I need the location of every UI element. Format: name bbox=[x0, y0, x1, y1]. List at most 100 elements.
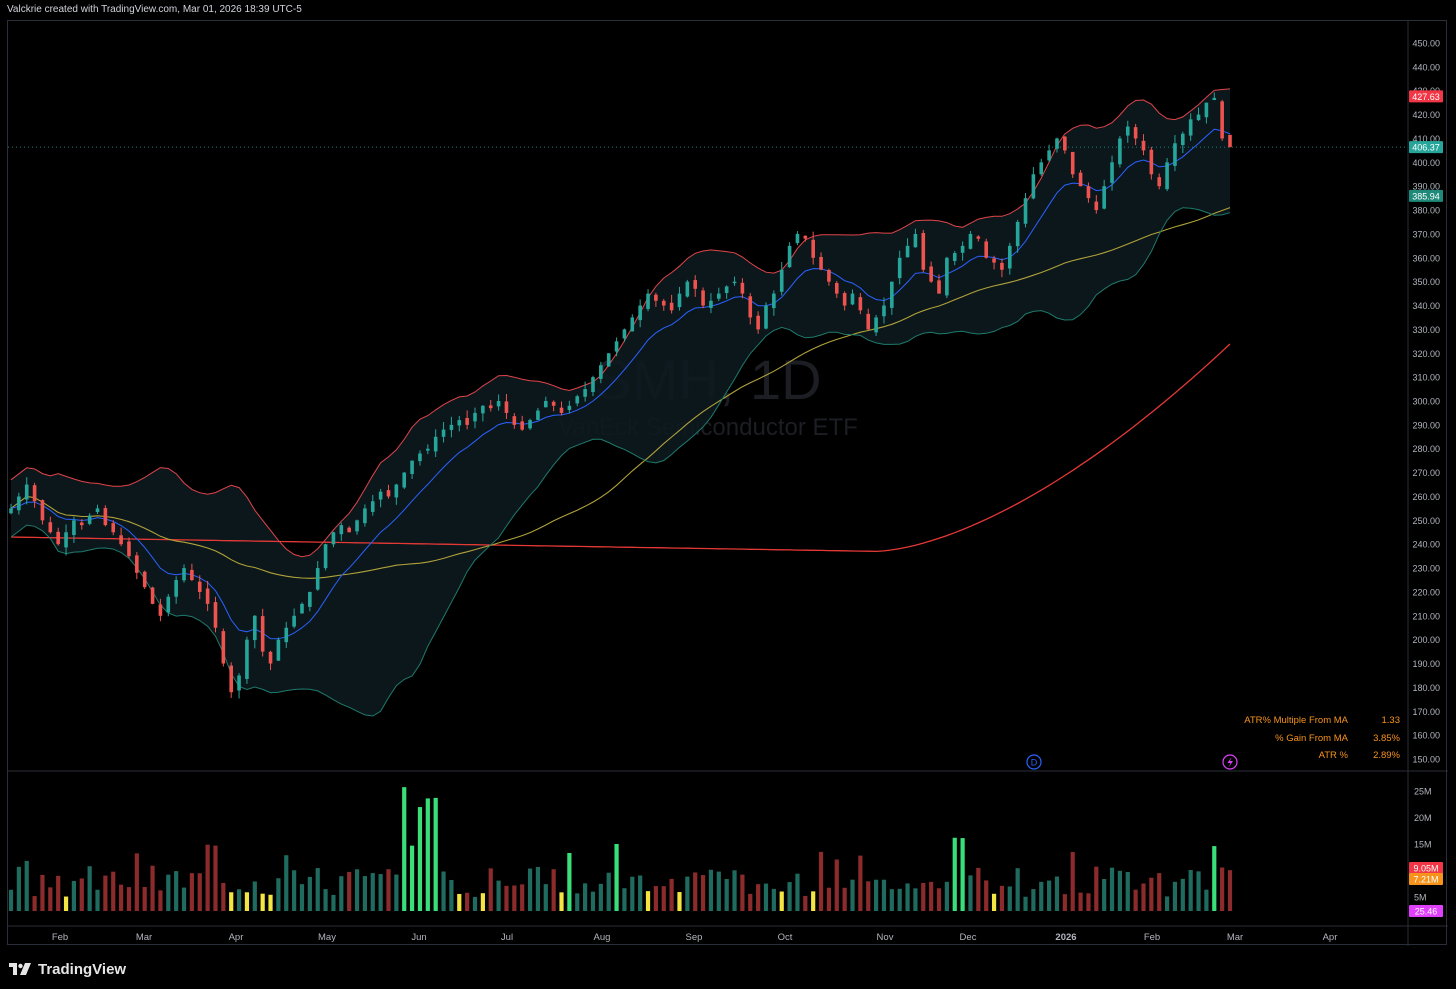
volume-bar bbox=[590, 891, 596, 911]
volume-bar bbox=[850, 879, 855, 911]
candle-body bbox=[1078, 172, 1083, 187]
candle-body bbox=[426, 448, 430, 451]
volume-bar bbox=[32, 896, 37, 911]
volume-bar bbox=[968, 875, 973, 911]
volume-bar bbox=[1133, 889, 1138, 911]
flash-marker[interactable] bbox=[1222, 754, 1238, 770]
candle bbox=[575, 394, 580, 407]
candle bbox=[567, 400, 572, 414]
volume-bar bbox=[535, 866, 541, 911]
candle bbox=[64, 524, 68, 556]
candle bbox=[1078, 169, 1083, 187]
chart-frame[interactable]: SMH, 1D VanEck Semiconductor ETF 450.004… bbox=[7, 20, 1448, 946]
candle bbox=[205, 580, 210, 612]
candle bbox=[890, 281, 894, 315]
candle-body bbox=[323, 544, 328, 569]
volume-bar bbox=[583, 883, 588, 911]
time-tick-label: Oct bbox=[778, 932, 793, 943]
volume-bar bbox=[244, 892, 250, 911]
price-tick-label: 450.00 bbox=[1412, 39, 1440, 49]
candle-body bbox=[1133, 127, 1138, 139]
candle bbox=[142, 570, 147, 590]
candle-body bbox=[190, 569, 194, 580]
candle-body bbox=[685, 281, 690, 297]
candle bbox=[315, 561, 320, 591]
candle-body bbox=[158, 604, 163, 616]
volume-badge-text: 25.46 bbox=[1415, 907, 1438, 917]
volume-bar bbox=[229, 892, 234, 911]
candle bbox=[827, 268, 831, 286]
volume-bar bbox=[630, 876, 635, 911]
price-tick-label: 200.00 bbox=[1412, 635, 1440, 645]
volume-bar bbox=[425, 798, 430, 911]
volume-bar bbox=[299, 884, 305, 911]
candle-body bbox=[976, 236, 981, 239]
stat-name: ATR% Multiple From MA bbox=[1244, 715, 1348, 727]
candle bbox=[166, 593, 171, 617]
volume-bar bbox=[913, 888, 918, 911]
price-tick-label: 330.00 bbox=[1412, 325, 1440, 335]
time-tick-label: Feb bbox=[52, 932, 68, 943]
candle-body bbox=[24, 484, 29, 500]
candle-body bbox=[1220, 101, 1224, 139]
candle-body bbox=[339, 525, 344, 535]
time-tick-label: Jul bbox=[501, 932, 513, 943]
candle-body bbox=[803, 235, 808, 239]
candle bbox=[1173, 135, 1177, 172]
candle bbox=[1125, 120, 1130, 143]
candle bbox=[284, 621, 289, 648]
candle bbox=[1149, 146, 1154, 180]
candle-body bbox=[819, 256, 823, 270]
candle-body bbox=[779, 269, 784, 292]
candle-body bbox=[1000, 262, 1004, 270]
chart-svg[interactable]: SMH, 1D VanEck Semiconductor ETF 450.004… bbox=[8, 21, 1448, 946]
volume-bar bbox=[181, 887, 187, 911]
lightning-icon bbox=[1227, 757, 1233, 768]
candle-body bbox=[740, 282, 745, 294]
volume-bar bbox=[103, 875, 108, 911]
bollinger-fill-area bbox=[11, 88, 1230, 716]
volume-bar bbox=[1054, 876, 1060, 911]
candle bbox=[355, 519, 359, 535]
candle-body bbox=[551, 401, 556, 406]
candle bbox=[95, 504, 100, 515]
price-tick-label: 280.00 bbox=[1412, 444, 1440, 454]
volume-bar bbox=[1094, 866, 1099, 911]
candle-body bbox=[418, 453, 422, 462]
candle bbox=[858, 293, 863, 315]
volume-bar bbox=[866, 881, 871, 911]
volume-bar bbox=[236, 889, 242, 911]
candle bbox=[646, 289, 650, 312]
candle-body bbox=[960, 245, 965, 253]
candle bbox=[79, 519, 84, 530]
stat-row-gain-from-ma: % Gain From MA 3.85% bbox=[1244, 730, 1400, 748]
price-badge-text: 427.63 bbox=[1412, 92, 1440, 102]
volume-bar bbox=[677, 892, 682, 911]
candle bbox=[1110, 155, 1114, 191]
candle-body bbox=[32, 485, 37, 502]
candle-body bbox=[669, 302, 674, 311]
volume-bar bbox=[1047, 880, 1052, 911]
price-tick-label: 370.00 bbox=[1412, 229, 1440, 239]
volume-bar bbox=[858, 855, 863, 911]
candle-body bbox=[897, 257, 902, 279]
dividend-marker[interactable]: D bbox=[1026, 754, 1042, 770]
candle-body bbox=[1094, 201, 1099, 211]
candle-body bbox=[260, 616, 265, 652]
tradingview-logo-icon bbox=[9, 963, 31, 975]
volume-badge-text: 7.21M bbox=[1413, 875, 1438, 885]
candle-body bbox=[622, 329, 627, 339]
volume-bar bbox=[354, 869, 360, 911]
price-tick-label: 160.00 bbox=[1412, 731, 1440, 741]
time-tick-label: Aug bbox=[594, 932, 611, 943]
tradingview-footer[interactable]: TradingView bbox=[8, 958, 126, 980]
price-tick-label: 350.00 bbox=[1412, 277, 1440, 287]
volume-bar bbox=[929, 881, 934, 911]
volume-bar bbox=[976, 867, 981, 911]
volume-bar bbox=[575, 893, 580, 911]
volume-bar bbox=[606, 872, 611, 911]
volume-bar bbox=[567, 852, 572, 911]
candle bbox=[1031, 167, 1036, 200]
volume-bar bbox=[1109, 867, 1115, 911]
volume-bar bbox=[339, 876, 344, 911]
